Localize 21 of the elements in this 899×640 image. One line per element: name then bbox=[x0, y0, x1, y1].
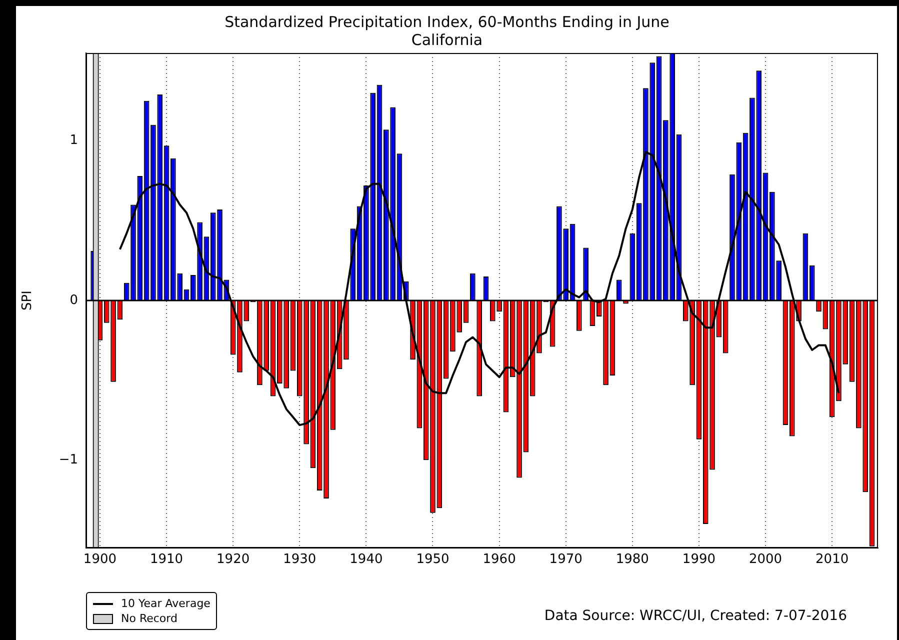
source-note: Data Source: WRCC/UI, Created: 7-07-2016 bbox=[544, 608, 847, 624]
x-tick-label: 1930 bbox=[283, 552, 316, 568]
legend-label: 10 Year Average bbox=[121, 597, 210, 610]
x-tick-label: 1950 bbox=[416, 552, 450, 568]
x-tick-label: 1920 bbox=[216, 552, 250, 568]
x-tick-label: 1990 bbox=[682, 552, 716, 568]
x-tick-label: 2010 bbox=[816, 552, 849, 568]
x-tick-label: 1960 bbox=[482, 552, 516, 568]
x-tick-label: 1900 bbox=[83, 552, 117, 568]
y-tick-label: −1 bbox=[58, 452, 78, 468]
legend-label: No Record bbox=[121, 612, 178, 625]
y-axis-title: SPI bbox=[20, 290, 36, 310]
y-tick-label: 0 bbox=[70, 292, 78, 308]
x-tick-label: 1910 bbox=[150, 552, 184, 568]
x-tick-label: 1940 bbox=[350, 552, 383, 568]
chart-subtitle: California bbox=[411, 30, 483, 49]
x-tick-label: 1970 bbox=[549, 552, 582, 568]
y-tick-label: 1 bbox=[70, 133, 78, 148]
x-tick-label: 1980 bbox=[616, 552, 649, 568]
chart-title: Standardized Precipitation Index, 60-Months Ending in June bbox=[224, 12, 670, 31]
x-tick-label: 2000 bbox=[748, 552, 782, 568]
